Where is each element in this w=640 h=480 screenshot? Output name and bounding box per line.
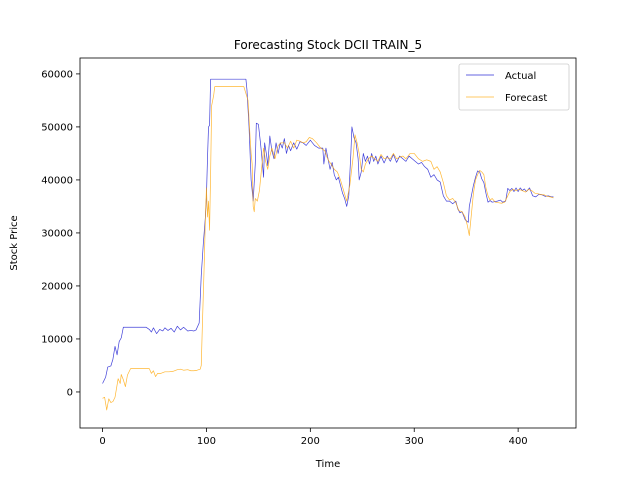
- x-tick-label: 300: [405, 436, 424, 447]
- y-axis: 0 10000 20000 30000 40000 50000 60000: [41, 69, 80, 398]
- y-tick-label: 50000: [41, 122, 73, 133]
- series-layer: [102, 78, 554, 411]
- x-axis: 0 100 200 300 400: [99, 428, 528, 447]
- y-tick-label: 0: [67, 387, 73, 398]
- chart-title: Forecasting Stock DCII TRAIN_5: [234, 38, 422, 52]
- x-tick-label: 0: [99, 436, 105, 447]
- legend-label-forecast: Forecast: [505, 93, 547, 104]
- y-tick-label: 10000: [41, 334, 73, 345]
- x-tick-label: 400: [509, 436, 528, 447]
- x-tick-label: 100: [197, 436, 216, 447]
- x-axis-label: Time: [315, 459, 340, 470]
- series-line-forecast: [102, 86, 554, 411]
- axes-frame: [79, 57, 577, 429]
- series-line-actual: [102, 78, 554, 384]
- y-tick-label: 60000: [41, 69, 73, 80]
- legend-box: [458, 63, 570, 111]
- y-tick-label: 40000: [41, 175, 73, 186]
- legend: Actual Forecast: [458, 63, 570, 111]
- x-tick-label: 200: [301, 436, 320, 447]
- legend-label-actual: Actual: [505, 71, 536, 82]
- plot-area: [79, 57, 577, 429]
- y-tick-label: 30000: [41, 228, 73, 239]
- y-axis-label: Stock Price: [9, 215, 20, 270]
- y-tick-label: 20000: [41, 281, 73, 292]
